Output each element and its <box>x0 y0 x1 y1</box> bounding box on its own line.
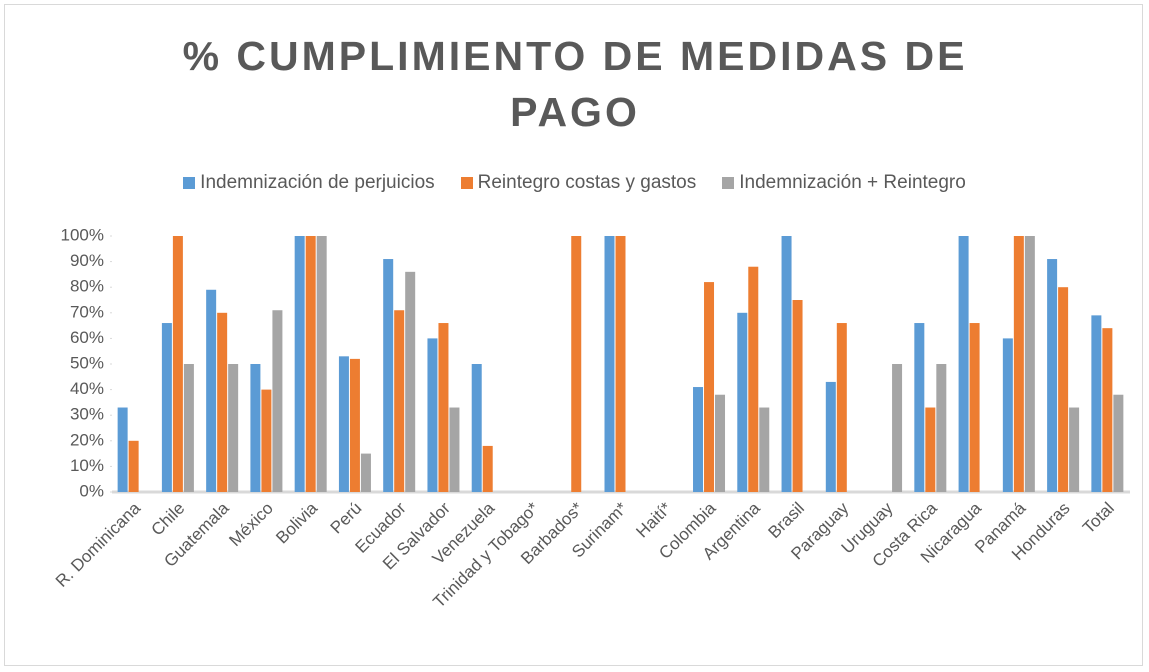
bar <box>405 271 416 492</box>
bar <box>471 364 482 492</box>
bar <box>161 323 172 492</box>
bar <box>969 323 980 492</box>
bar <box>936 364 947 492</box>
bar <box>128 440 139 492</box>
bar <box>349 358 360 492</box>
legend-label: Indemnización de perjuicios <box>200 172 435 193</box>
bar <box>615 236 626 492</box>
bar <box>1058 287 1069 492</box>
bar <box>206 289 217 492</box>
legend-swatch <box>183 177 196 189</box>
y-tick-label: 0% <box>79 481 104 500</box>
bar <box>825 381 836 492</box>
bar <box>914 323 925 492</box>
bar <box>1102 328 1113 492</box>
y-tick-label: 90% <box>70 251 104 270</box>
x-tick-label: Perú <box>327 499 366 538</box>
x-tick-label: México <box>225 499 277 551</box>
bar <box>759 407 770 492</box>
x-tick-label: R. Dominicana <box>52 498 145 591</box>
bar <box>748 266 759 492</box>
bar <box>571 236 582 492</box>
legend-item: Indemnización de perjuicios <box>183 172 435 194</box>
legend-item: Indemnización + Reintegro <box>722 172 966 194</box>
legend-label: Indemnización + Reintegro <box>739 172 966 193</box>
bar <box>383 259 394 492</box>
bar <box>250 364 261 492</box>
y-tick-label: 50% <box>70 353 104 372</box>
bar <box>305 236 316 492</box>
bar <box>925 407 936 492</box>
bar <box>704 282 715 492</box>
bar <box>892 364 903 492</box>
bar <box>449 407 460 492</box>
x-tick-label: Total <box>1079 499 1118 538</box>
bar <box>482 445 493 492</box>
bar <box>316 236 327 492</box>
bar <box>792 300 803 492</box>
bar <box>394 310 405 492</box>
bar <box>217 312 228 492</box>
bar <box>604 236 615 492</box>
y-tick-label: 20% <box>70 430 104 449</box>
bar <box>228 364 239 492</box>
y-tick-label: 80% <box>70 277 104 296</box>
bar <box>172 236 183 492</box>
bar <box>1024 236 1035 492</box>
legend: Indemnización de perjuicios Reintegro cos… <box>0 172 1149 194</box>
bar <box>438 323 449 492</box>
bar <box>1069 407 1080 492</box>
y-tick-label: 60% <box>70 328 104 347</box>
bar <box>781 236 792 492</box>
y-tick-label: 30% <box>70 405 104 424</box>
bar <box>360 453 371 492</box>
bar <box>272 310 283 492</box>
y-tick-label: 10% <box>70 456 104 475</box>
bar <box>1013 236 1024 492</box>
bar <box>836 323 847 492</box>
legend-swatch <box>722 177 735 189</box>
bar <box>737 312 748 492</box>
bar <box>1113 394 1124 492</box>
legend-item: Reintegro costas y gastos <box>460 172 697 194</box>
bar <box>958 236 969 492</box>
bar <box>261 389 272 492</box>
bar <box>1002 338 1013 492</box>
y-tick-label: 70% <box>70 302 104 321</box>
x-tick-label: Chile <box>148 499 189 540</box>
bar <box>338 356 349 492</box>
bar <box>294 236 305 492</box>
bar <box>693 387 704 492</box>
chart-title: % CUMPLIMIENTO DE MEDIDAS DE PAGO <box>182 33 968 135</box>
bar <box>715 394 726 492</box>
bar <box>427 338 438 492</box>
x-tick-label: Bolivia <box>272 498 321 547</box>
bar <box>1091 315 1102 492</box>
chart-frame <box>4 4 1143 666</box>
bar <box>183 364 194 492</box>
bar <box>1047 259 1058 492</box>
bar <box>117 407 128 492</box>
y-tick-label: 40% <box>70 379 104 398</box>
y-tick-label: 100% <box>61 225 104 244</box>
legend-swatch <box>460 177 473 189</box>
legend-label: Reintegro costas y gastos <box>477 172 697 193</box>
